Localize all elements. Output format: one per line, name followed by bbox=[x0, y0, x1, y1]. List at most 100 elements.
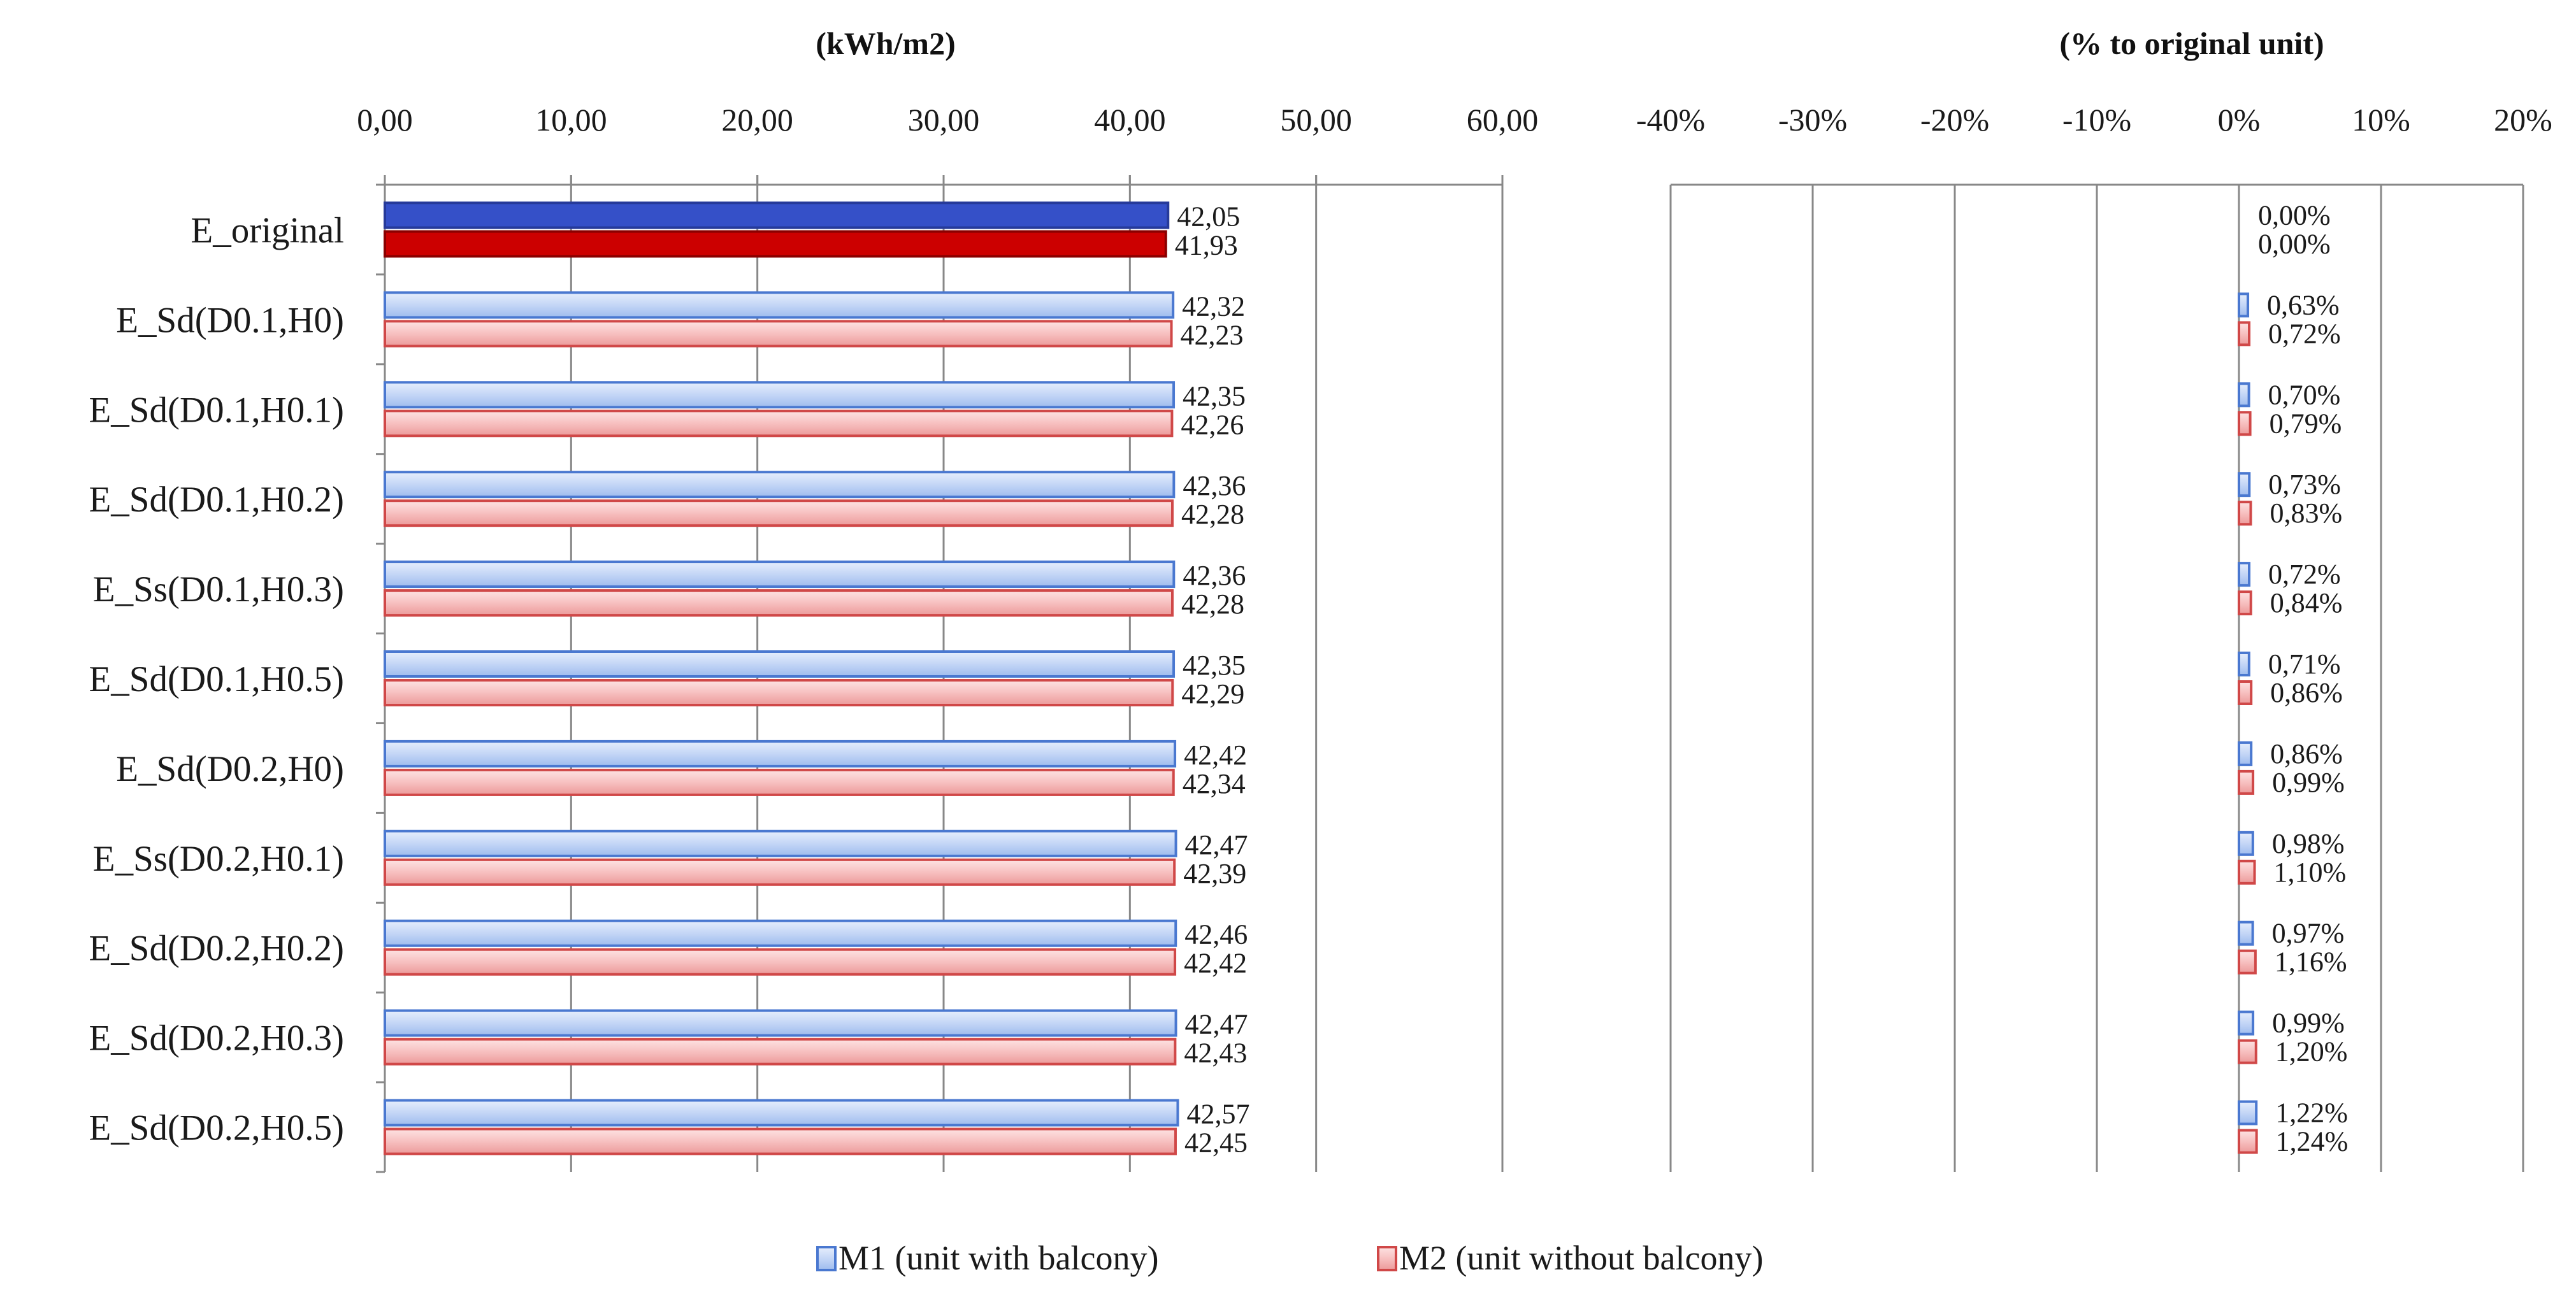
category-label: E_Sd(D0.2,H0) bbox=[116, 749, 344, 789]
percent-bar-m2 bbox=[2238, 859, 2256, 885]
percent-x-tick-label: 20% bbox=[2494, 102, 2552, 138]
category-label: E_Sd(D0.2,H0.3) bbox=[89, 1018, 344, 1059]
data-label-m2: 42,34 bbox=[1183, 768, 1246, 799]
percent-bar-m1 bbox=[2238, 562, 2251, 587]
percent-label-m1: 0,97% bbox=[2272, 918, 2345, 949]
legend-label-m2: M2 (unit without balcony) bbox=[1399, 1239, 1763, 1277]
data-label-m2: 42,43 bbox=[1184, 1038, 1247, 1069]
energy-x-tick-label: 0,00 bbox=[357, 102, 413, 138]
data-label-m1: 42,05 bbox=[1177, 201, 1240, 232]
data-label-m2: 41,93 bbox=[1175, 229, 1238, 261]
energy-bars bbox=[384, 201, 1179, 1155]
bar-m1 bbox=[384, 291, 1175, 319]
percent-bar-m2 bbox=[2238, 590, 2252, 616]
bar-m2 bbox=[384, 679, 1174, 706]
percent-label-m2: 0,79% bbox=[2270, 408, 2342, 439]
bar-m2 bbox=[384, 1127, 1177, 1155]
data-label-m1: 42,47 bbox=[1185, 1009, 1248, 1040]
data-label-m1: 42,36 bbox=[1183, 470, 1246, 501]
percent-bar-m1 bbox=[2238, 292, 2250, 318]
percent-label-m1: 1,22% bbox=[2275, 1097, 2348, 1129]
percent-bar-m2 bbox=[2238, 949, 2257, 975]
legend-label-m1: M1 (unit with balcony) bbox=[838, 1239, 1158, 1277]
percent-bar-m2 bbox=[2238, 680, 2253, 705]
bar-m2 bbox=[384, 768, 1175, 796]
category-label: E_Sd(D0.1,H0.2) bbox=[89, 480, 344, 520]
data-label-m1: 42,35 bbox=[1183, 650, 1246, 681]
bar-m2 bbox=[384, 589, 1174, 617]
percent-label-m1: 0,99% bbox=[2272, 1008, 2345, 1039]
data-label-m1: 42,42 bbox=[1184, 739, 1247, 771]
percent-label-m1: 0,70% bbox=[2268, 379, 2341, 410]
percent-bar-m2 bbox=[2238, 321, 2251, 346]
percent-bar-m2 bbox=[2238, 1039, 2257, 1064]
data-label-m2: 42,42 bbox=[1184, 948, 1247, 979]
percent-label-m2: 1,20% bbox=[2275, 1036, 2348, 1068]
percent-bar-m1 bbox=[2238, 831, 2254, 856]
data-label-m1: 42,32 bbox=[1182, 290, 1245, 322]
data-label-m1: 42,36 bbox=[1183, 560, 1246, 591]
energy-x-tick-label: 30,00 bbox=[908, 102, 980, 138]
data-label-m2: 42,28 bbox=[1181, 589, 1244, 620]
data-label-m2: 42,26 bbox=[1181, 409, 1244, 440]
percent-bar-m2 bbox=[2238, 769, 2255, 795]
bar-m1 bbox=[384, 381, 1176, 409]
category-label: E_Sd(D0.1,H0) bbox=[116, 300, 344, 340]
percent-x-tick-label: -40% bbox=[1636, 102, 1705, 138]
energy-chart: (kWh/m2) 0,00 10,00 20,00 30,00 40,00 50,00 60… bbox=[89, 25, 1538, 1173]
percent-label-m2: 0,72% bbox=[2268, 318, 2341, 349]
legend: M1 (unit with balcony) M2 (unit without … bbox=[816, 1239, 1763, 1277]
percent-label-m2: 0,86% bbox=[2270, 677, 2343, 708]
percent-label-m1: 0,72% bbox=[2268, 559, 2341, 590]
percent-bar-m1 bbox=[2238, 920, 2254, 946]
category-label: E_Sd(D0.1,H0.1) bbox=[89, 390, 344, 430]
bar-m2 bbox=[384, 410, 1174, 438]
percent-label-m1: 0,71% bbox=[2268, 648, 2341, 680]
bar-m1 bbox=[384, 471, 1176, 499]
energy-chart-title: (kWh/m2) bbox=[816, 25, 955, 61]
percent-label-m2: 1,10% bbox=[2274, 857, 2347, 888]
category-label: E_Sd(D0.2,H0.5) bbox=[89, 1108, 344, 1148]
percent-bar-m1 bbox=[2238, 472, 2251, 497]
percent-label-m2: 0,84% bbox=[2270, 587, 2343, 618]
energy-x-tick-label: 10,00 bbox=[535, 102, 607, 138]
category-label: E_Sd(D0.2,H0.2) bbox=[89, 929, 344, 969]
energy-data-labels: 42,0541,9342,3242,2342,3542,2642,3642,28… bbox=[1175, 201, 1250, 1158]
bar-m1 bbox=[384, 1099, 1179, 1127]
data-label-m2: 42,28 bbox=[1181, 499, 1244, 530]
data-label-m1: 42,35 bbox=[1183, 380, 1246, 411]
bar-m1 bbox=[384, 739, 1177, 768]
percent-bar-m2 bbox=[2238, 501, 2252, 526]
percent-label-m1: 0,86% bbox=[2270, 738, 2343, 769]
energy-x-tick-label: 50,00 bbox=[1280, 102, 1352, 138]
bar-m1 bbox=[384, 919, 1177, 947]
energy-category-labels: E_original E_Sd(D0.1,H0) E_Sd(D0.1,H0.1) E_… bbox=[89, 210, 344, 1148]
percent-bar-m1 bbox=[2238, 741, 2253, 766]
data-label-m2: 42,29 bbox=[1181, 678, 1244, 710]
legend-swatch-m1 bbox=[816, 1246, 837, 1271]
bar-m1 bbox=[384, 201, 1170, 229]
percent-chart-title: (% to original unit) bbox=[2059, 25, 2324, 61]
percent-gridlines bbox=[1669, 183, 2524, 1172]
percent-bars bbox=[2238, 292, 2258, 1154]
data-label-m1: 42,46 bbox=[1184, 919, 1248, 950]
legend-item-m2: M2 (unit without balcony) bbox=[1377, 1239, 1763, 1277]
legend-item-m1: M1 (unit with balcony) bbox=[816, 1239, 1158, 1277]
bar-m2 bbox=[384, 858, 1176, 886]
percent-chart: (% to original unit) -40% -30% -20% -10% 0% 1… bbox=[1636, 25, 2552, 1172]
data-label-m1: 42,47 bbox=[1185, 829, 1248, 861]
bar-m2 bbox=[384, 499, 1174, 527]
legend-swatch-m2 bbox=[1377, 1246, 1397, 1271]
percent-label-m1: 0,63% bbox=[2267, 289, 2340, 320]
data-label-m2: 42,45 bbox=[1184, 1127, 1248, 1159]
percent-x-tick-label: 0% bbox=[2218, 102, 2261, 138]
bar-m1 bbox=[384, 1009, 1177, 1037]
percent-bar-m2 bbox=[2238, 411, 2252, 436]
percent-label-m2: 1,16% bbox=[2275, 946, 2347, 978]
bar-m2 bbox=[384, 1038, 1177, 1066]
percent-x-tick-labels: -40% -30% -20% -10% 0% 10% 20% bbox=[1636, 102, 2552, 138]
data-label-m2: 42,23 bbox=[1181, 319, 1244, 350]
percent-label-m1: 0,98% bbox=[2272, 828, 2345, 859]
energy-x-tick-label: 20,00 bbox=[721, 102, 793, 138]
